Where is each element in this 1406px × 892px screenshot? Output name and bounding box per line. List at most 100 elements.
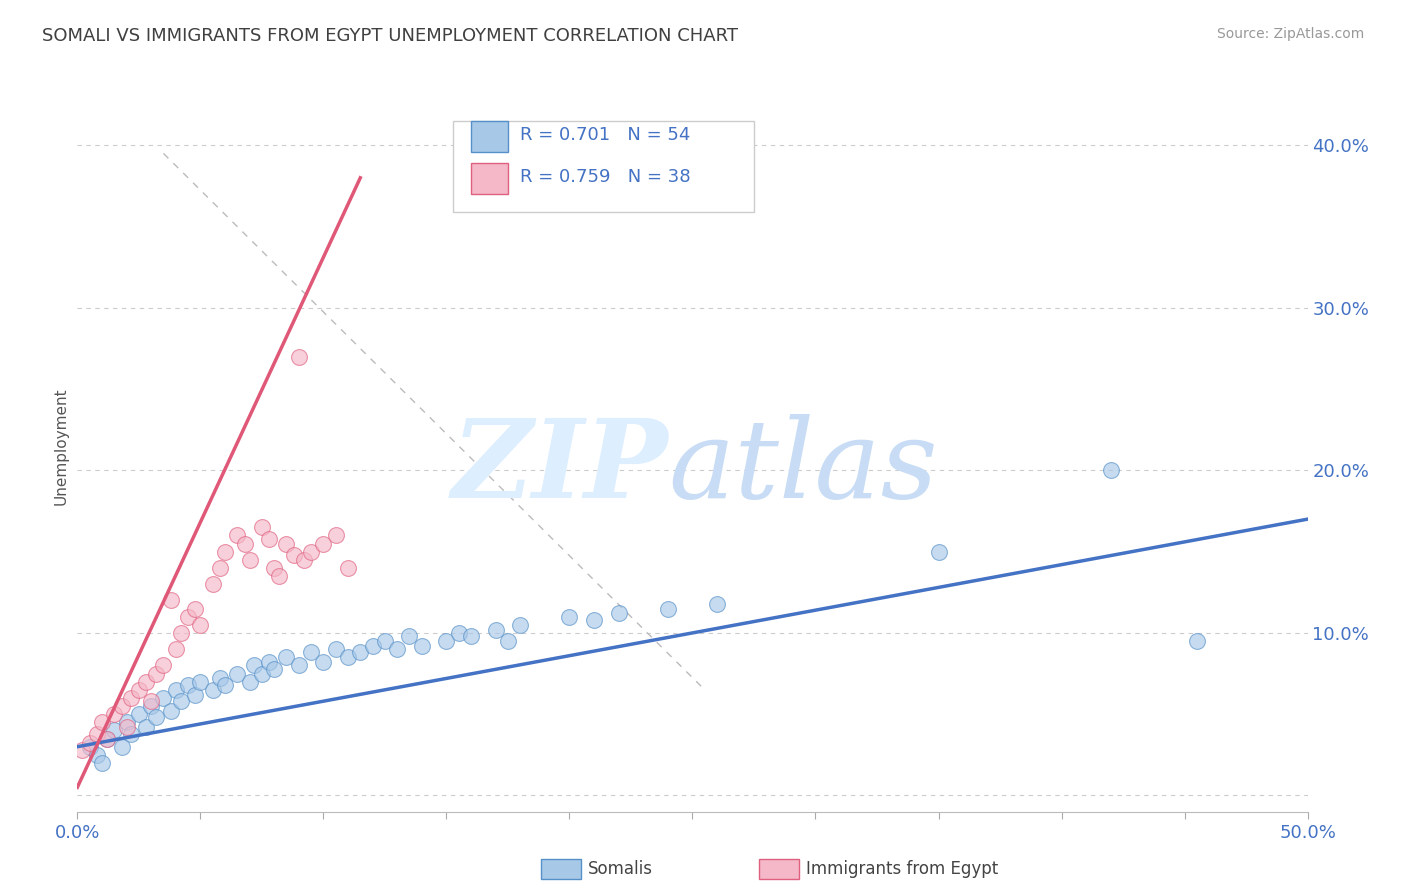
Point: [706, 597, 728, 611]
Point: [209, 561, 232, 575]
Point: [86, 747, 108, 762]
Text: Immigrants from Egypt: Immigrants from Egypt: [806, 860, 998, 878]
Point: [374, 634, 396, 648]
Point: [337, 650, 360, 665]
Point: [141, 694, 163, 708]
Point: [209, 672, 232, 686]
Point: [558, 609, 581, 624]
Point: [170, 626, 193, 640]
Point: [398, 629, 420, 643]
Point: [226, 666, 249, 681]
Point: [214, 544, 236, 558]
Point: [184, 601, 207, 615]
Point: [447, 626, 470, 640]
Point: [1185, 634, 1208, 648]
Point: [325, 642, 347, 657]
Point: [299, 645, 322, 659]
Point: [288, 350, 311, 364]
Point: [411, 639, 433, 653]
Point: [496, 634, 519, 648]
Point: [276, 536, 298, 550]
Text: R = 0.701   N = 54: R = 0.701 N = 54: [520, 126, 690, 145]
FancyBboxPatch shape: [471, 163, 508, 194]
Point: [128, 707, 150, 722]
Point: [188, 674, 212, 689]
Point: [128, 682, 150, 697]
Text: atlas: atlas: [668, 414, 938, 522]
Point: [263, 662, 285, 676]
Point: [96, 731, 118, 746]
Point: [145, 666, 167, 681]
Point: [184, 688, 207, 702]
Point: [145, 710, 167, 724]
Point: [509, 617, 531, 632]
Point: [103, 707, 125, 722]
Point: [349, 645, 371, 659]
Point: [115, 715, 138, 730]
Point: [259, 532, 281, 546]
Point: [170, 694, 193, 708]
Point: [259, 655, 281, 669]
Point: [226, 528, 249, 542]
Point: [165, 642, 187, 657]
Point: [165, 682, 187, 697]
Point: [263, 561, 285, 575]
Point: [79, 736, 101, 750]
Point: [928, 544, 950, 558]
Point: [86, 727, 108, 741]
Point: [1099, 463, 1122, 477]
Text: SOMALI VS IMMIGRANTS FROM EGYPT UNEMPLOYMENT CORRELATION CHART: SOMALI VS IMMIGRANTS FROM EGYPT UNEMPLOY…: [42, 27, 738, 45]
Point: [243, 658, 266, 673]
Point: [239, 674, 262, 689]
Point: [312, 536, 335, 550]
Point: [103, 723, 125, 738]
Point: [160, 704, 183, 718]
Point: [312, 655, 335, 669]
Text: ZIP: ZIP: [451, 414, 668, 522]
Point: [177, 609, 200, 624]
Point: [90, 756, 114, 770]
Point: [111, 699, 132, 714]
Text: Somalis: Somalis: [588, 860, 652, 878]
Point: [160, 593, 183, 607]
Point: [385, 642, 409, 657]
Point: [70, 743, 93, 757]
FancyBboxPatch shape: [471, 121, 508, 152]
Point: [152, 690, 174, 705]
Point: [201, 682, 224, 697]
Point: [361, 639, 384, 653]
Point: [188, 617, 212, 632]
Point: [201, 577, 224, 591]
Point: [214, 678, 236, 692]
Text: R = 0.759   N = 38: R = 0.759 N = 38: [520, 168, 690, 186]
Point: [121, 690, 143, 705]
Point: [269, 569, 291, 583]
Point: [152, 658, 174, 673]
Point: [460, 629, 482, 643]
Point: [485, 623, 508, 637]
Point: [79, 739, 101, 754]
Point: [607, 607, 630, 621]
Point: [135, 720, 157, 734]
FancyBboxPatch shape: [453, 120, 754, 212]
Point: [250, 666, 273, 681]
Point: [292, 553, 315, 567]
Point: [250, 520, 273, 534]
Point: [239, 553, 262, 567]
Point: [141, 699, 163, 714]
Point: [276, 650, 298, 665]
Point: [90, 715, 114, 730]
Y-axis label: Unemployment: Unemployment: [53, 387, 69, 505]
Point: [233, 536, 256, 550]
Point: [337, 561, 360, 575]
Point: [283, 548, 305, 562]
Point: [583, 613, 606, 627]
Point: [657, 601, 679, 615]
Point: [436, 634, 458, 648]
Point: [135, 674, 157, 689]
Point: [96, 731, 118, 746]
Point: [121, 727, 143, 741]
Point: [299, 544, 322, 558]
Point: [115, 720, 138, 734]
Point: [111, 739, 132, 754]
